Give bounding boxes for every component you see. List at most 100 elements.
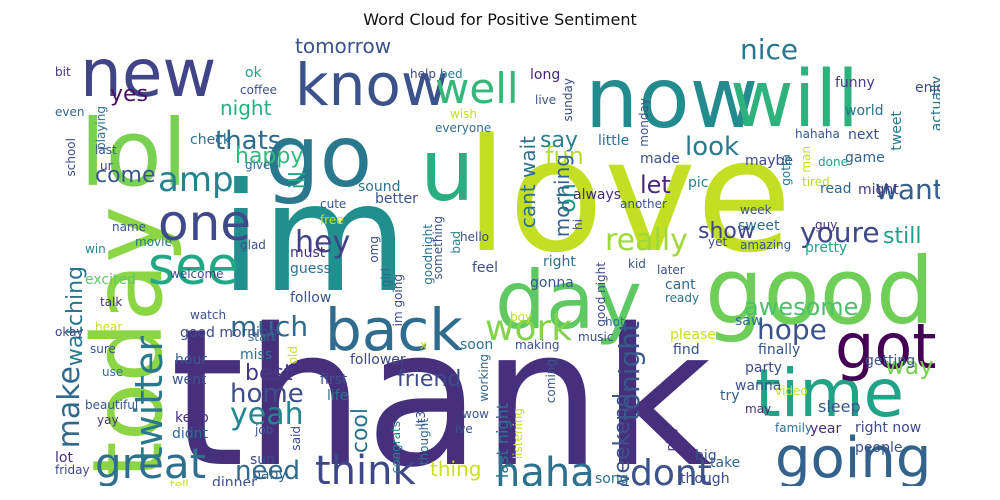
word-sun: sun bbox=[250, 452, 276, 468]
word-say: say bbox=[540, 128, 578, 153]
word-x: x bbox=[420, 338, 428, 352]
word-nice: nice bbox=[740, 36, 799, 66]
word-back: back bbox=[325, 296, 463, 364]
word-im-going: im going bbox=[391, 274, 405, 327]
word-saw: saw bbox=[735, 313, 763, 329]
word-love: love bbox=[465, 105, 793, 287]
word-haha: haha bbox=[495, 450, 595, 486]
word-come: come bbox=[95, 163, 156, 188]
word-fun: fun bbox=[545, 142, 584, 170]
word-game: game bbox=[845, 150, 885, 166]
word-find: find bbox=[673, 342, 700, 358]
word-guy: guy bbox=[815, 218, 838, 232]
word-bed: bed bbox=[440, 67, 463, 81]
word-sweet: sweet bbox=[738, 218, 780, 234]
word-hope: hope bbox=[757, 313, 827, 346]
word-yes: yes bbox=[110, 82, 149, 107]
word-ok: ok bbox=[245, 65, 262, 81]
word-people: people bbox=[855, 440, 903, 456]
word-went: went bbox=[172, 372, 207, 388]
word-good: good bbox=[705, 238, 935, 345]
word-u: u bbox=[420, 121, 475, 221]
word-actually: actually bbox=[929, 76, 940, 132]
word-might: might bbox=[858, 182, 899, 198]
word-good-night: good night bbox=[594, 262, 608, 327]
word-play: play bbox=[664, 426, 678, 452]
word-tell: tell bbox=[170, 478, 189, 486]
word-keep: keep bbox=[175, 410, 209, 426]
word-yeah: yeah bbox=[230, 397, 304, 432]
word-right-now: right now bbox=[855, 420, 922, 436]
word-kid: kid bbox=[628, 257, 646, 271]
word-cant-wait: cant wait bbox=[516, 136, 540, 229]
word-ill: ill bbox=[286, 171, 311, 190]
word-everyone: everyone bbox=[435, 121, 492, 135]
word-sound: sound bbox=[358, 179, 401, 195]
word-need: need bbox=[235, 456, 300, 486]
word-make: make bbox=[52, 366, 87, 449]
word-really: really bbox=[605, 223, 688, 258]
word-another: another bbox=[620, 197, 667, 211]
word-talk: talk bbox=[100, 295, 123, 309]
word-cool: cool bbox=[348, 408, 373, 454]
word-made: made bbox=[640, 151, 680, 167]
word-well: well bbox=[435, 64, 519, 113]
word-lol: lol bbox=[80, 100, 188, 207]
chart-title: Word Cloud for Positive Sentiment bbox=[363, 10, 637, 29]
word-day: day bbox=[495, 254, 643, 347]
word-said: said bbox=[289, 426, 303, 451]
word-amazing: amazing bbox=[740, 238, 792, 252]
word-miss: miss bbox=[240, 347, 273, 363]
word-boy: boy bbox=[510, 310, 533, 324]
word-now: now bbox=[585, 49, 759, 147]
word-friday: friday bbox=[55, 463, 90, 477]
word-please: please bbox=[670, 327, 716, 343]
word-even: even bbox=[55, 105, 85, 119]
word-follower: follower bbox=[350, 352, 406, 368]
word-happy: happy bbox=[235, 144, 304, 169]
word-must: must bbox=[290, 245, 326, 261]
word-coffee: coffee bbox=[240, 83, 277, 97]
word-working: working bbox=[477, 354, 491, 402]
word-sleep: sleep bbox=[818, 397, 861, 416]
word-lot: lot bbox=[55, 450, 73, 466]
word-night: night bbox=[220, 96, 272, 120]
word-sunday: sunday bbox=[561, 78, 575, 122]
word-old: old bbox=[286, 346, 300, 365]
word-try: try bbox=[720, 388, 740, 404]
word-thing: thing bbox=[430, 457, 482, 481]
word-hear: hear bbox=[95, 320, 123, 334]
word-will: will bbox=[730, 55, 859, 145]
word-know: know bbox=[295, 51, 449, 119]
word-time: time bbox=[755, 355, 905, 432]
word-friend: friend bbox=[397, 367, 462, 392]
word-tomorrow: tomorrow bbox=[295, 36, 392, 58]
word-cute: cute bbox=[320, 197, 347, 211]
word-best: best bbox=[245, 361, 293, 386]
word-glad: glad bbox=[240, 238, 266, 252]
word-welcome: welcome bbox=[170, 267, 224, 281]
word-man: man bbox=[799, 146, 813, 173]
word-way: way bbox=[885, 352, 934, 380]
word-guess: guess bbox=[290, 261, 331, 277]
word-pic: pic bbox=[688, 175, 709, 191]
word-maybe: maybe bbox=[745, 153, 794, 169]
word-dont: dont bbox=[630, 453, 712, 487]
word-last: last bbox=[95, 143, 117, 157]
word-long: long bbox=[530, 67, 561, 83]
word-video: video bbox=[775, 384, 808, 398]
word-wanna: wanna bbox=[735, 378, 782, 394]
word-work: work bbox=[485, 308, 573, 349]
word-go: go bbox=[265, 107, 373, 207]
word-ready: ready bbox=[665, 291, 700, 305]
word-movie: movie bbox=[135, 235, 172, 249]
word-baby: baby bbox=[252, 467, 287, 483]
word-thank: thank bbox=[170, 288, 712, 487]
word-done: done bbox=[818, 155, 848, 169]
word-coming: coming bbox=[544, 359, 558, 404]
word-yet: yet bbox=[708, 235, 728, 249]
word-gonna: gonna bbox=[530, 275, 574, 291]
word-may: may bbox=[745, 402, 772, 416]
word-think: think bbox=[315, 448, 416, 486]
word-look: look bbox=[685, 132, 740, 162]
